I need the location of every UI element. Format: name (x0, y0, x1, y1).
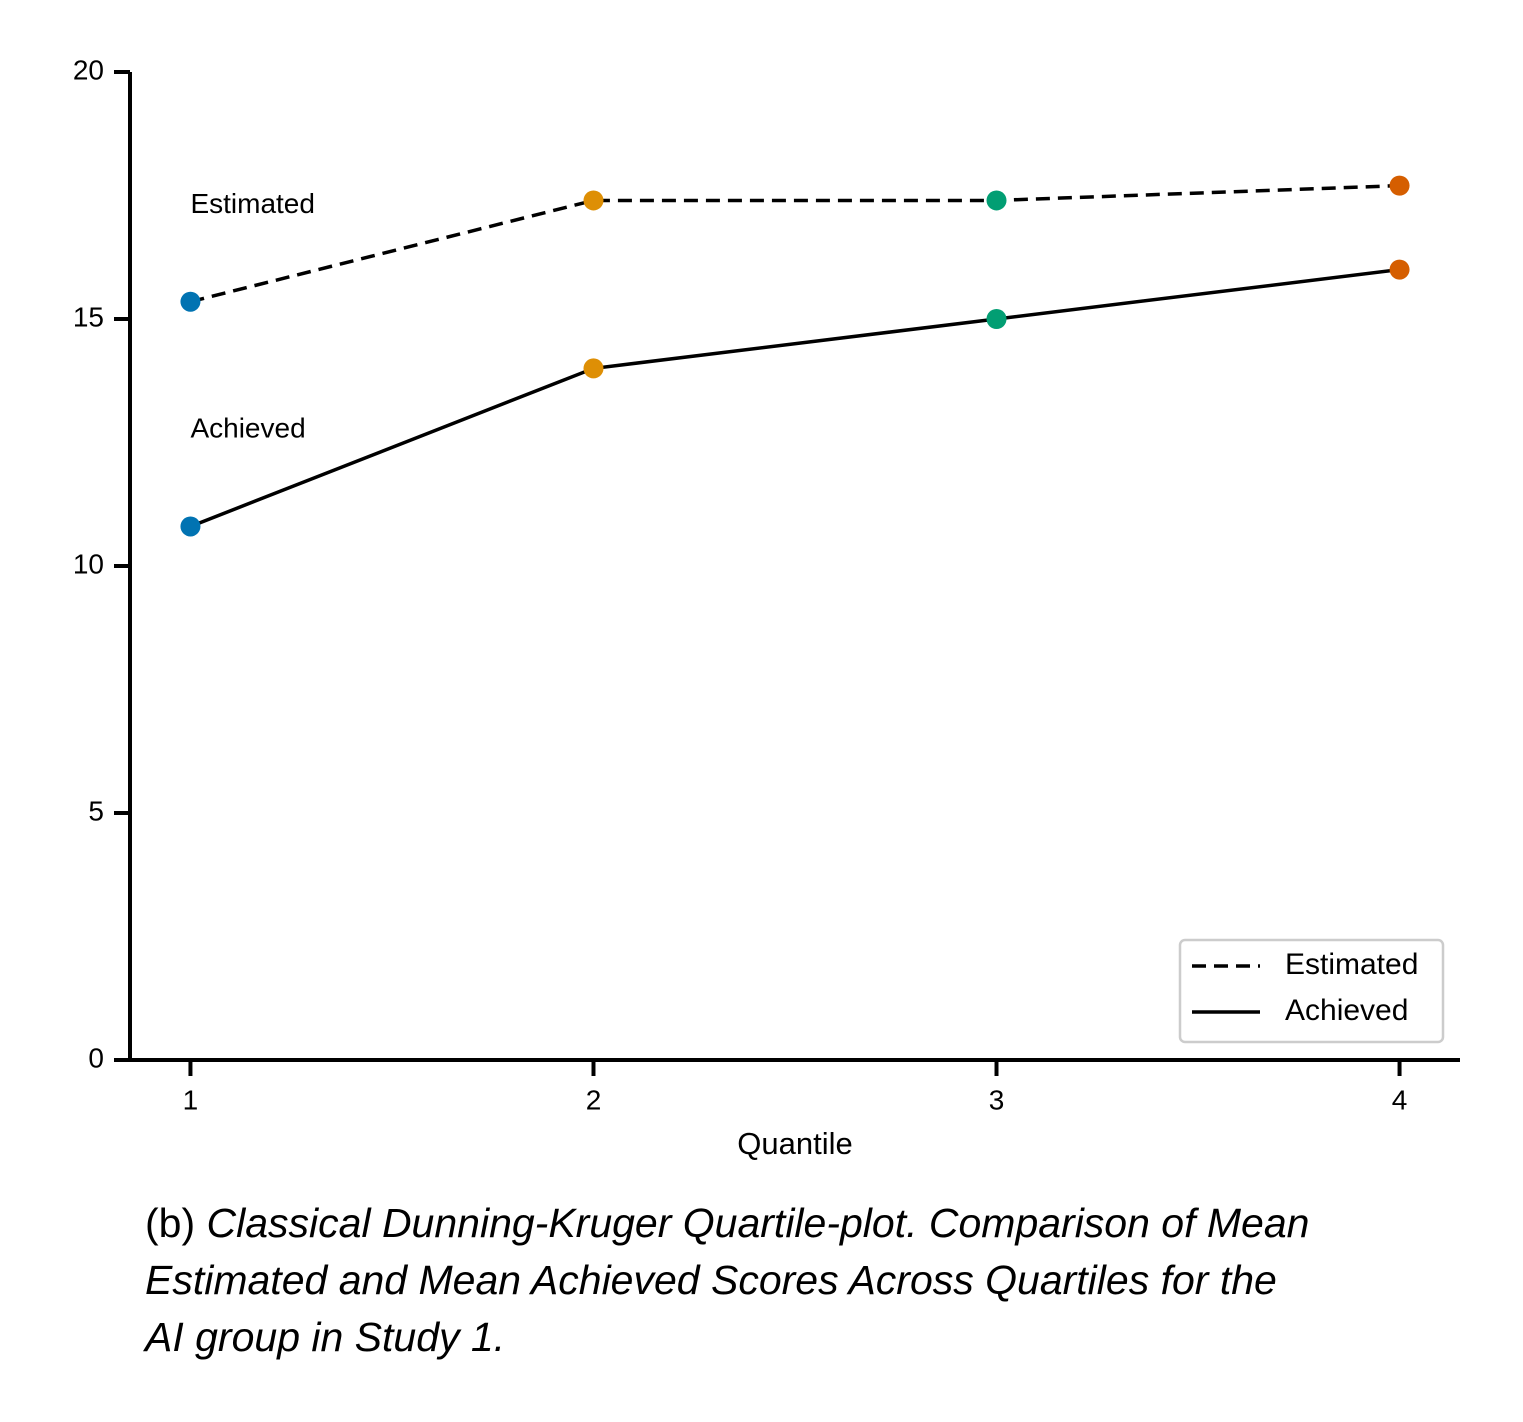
y-tick-label: 0 (88, 1042, 104, 1073)
data-point (986, 190, 1007, 211)
annotation: Achieved (190, 413, 305, 444)
data-point (1389, 175, 1410, 196)
y-tick-label: 10 (73, 548, 104, 579)
chart: 0 5 10 15 20 1 2 3 4 Quantile Estimated Achieved Est… (73, 54, 1460, 1161)
x-tick-label: 3 (989, 1084, 1005, 1115)
y-tick-label: 5 (88, 795, 104, 826)
data-point (180, 291, 201, 312)
annotation: Estimated (190, 188, 314, 219)
x-tick-label: 1 (183, 1084, 199, 1115)
x-tick-label: 4 (1392, 1084, 1408, 1115)
x-axis-label: Quantile (737, 1126, 852, 1161)
caption-text: Classical Dunning-Kruger Quartile-plot. … (145, 1200, 1310, 1360)
x-tick-label: 2 (586, 1084, 602, 1115)
data-point (583, 190, 604, 211)
legend-label: Estimated (1285, 948, 1418, 981)
legend-label: Achieved (1285, 994, 1408, 1027)
series-line (189, 267, 1400, 529)
caption-label: (b) (145, 1200, 196, 1246)
data-point (180, 516, 201, 537)
y-tick-label: 20 (73, 54, 104, 85)
data-point (986, 309, 1007, 329)
data-point (1389, 259, 1410, 280)
y-tick-label: 15 (73, 301, 104, 332)
series-line (190, 183, 1400, 304)
caption: (b) Classical Dunning-Kruger Quartile-pl… (145, 1195, 1325, 1366)
data-point (583, 358, 604, 379)
